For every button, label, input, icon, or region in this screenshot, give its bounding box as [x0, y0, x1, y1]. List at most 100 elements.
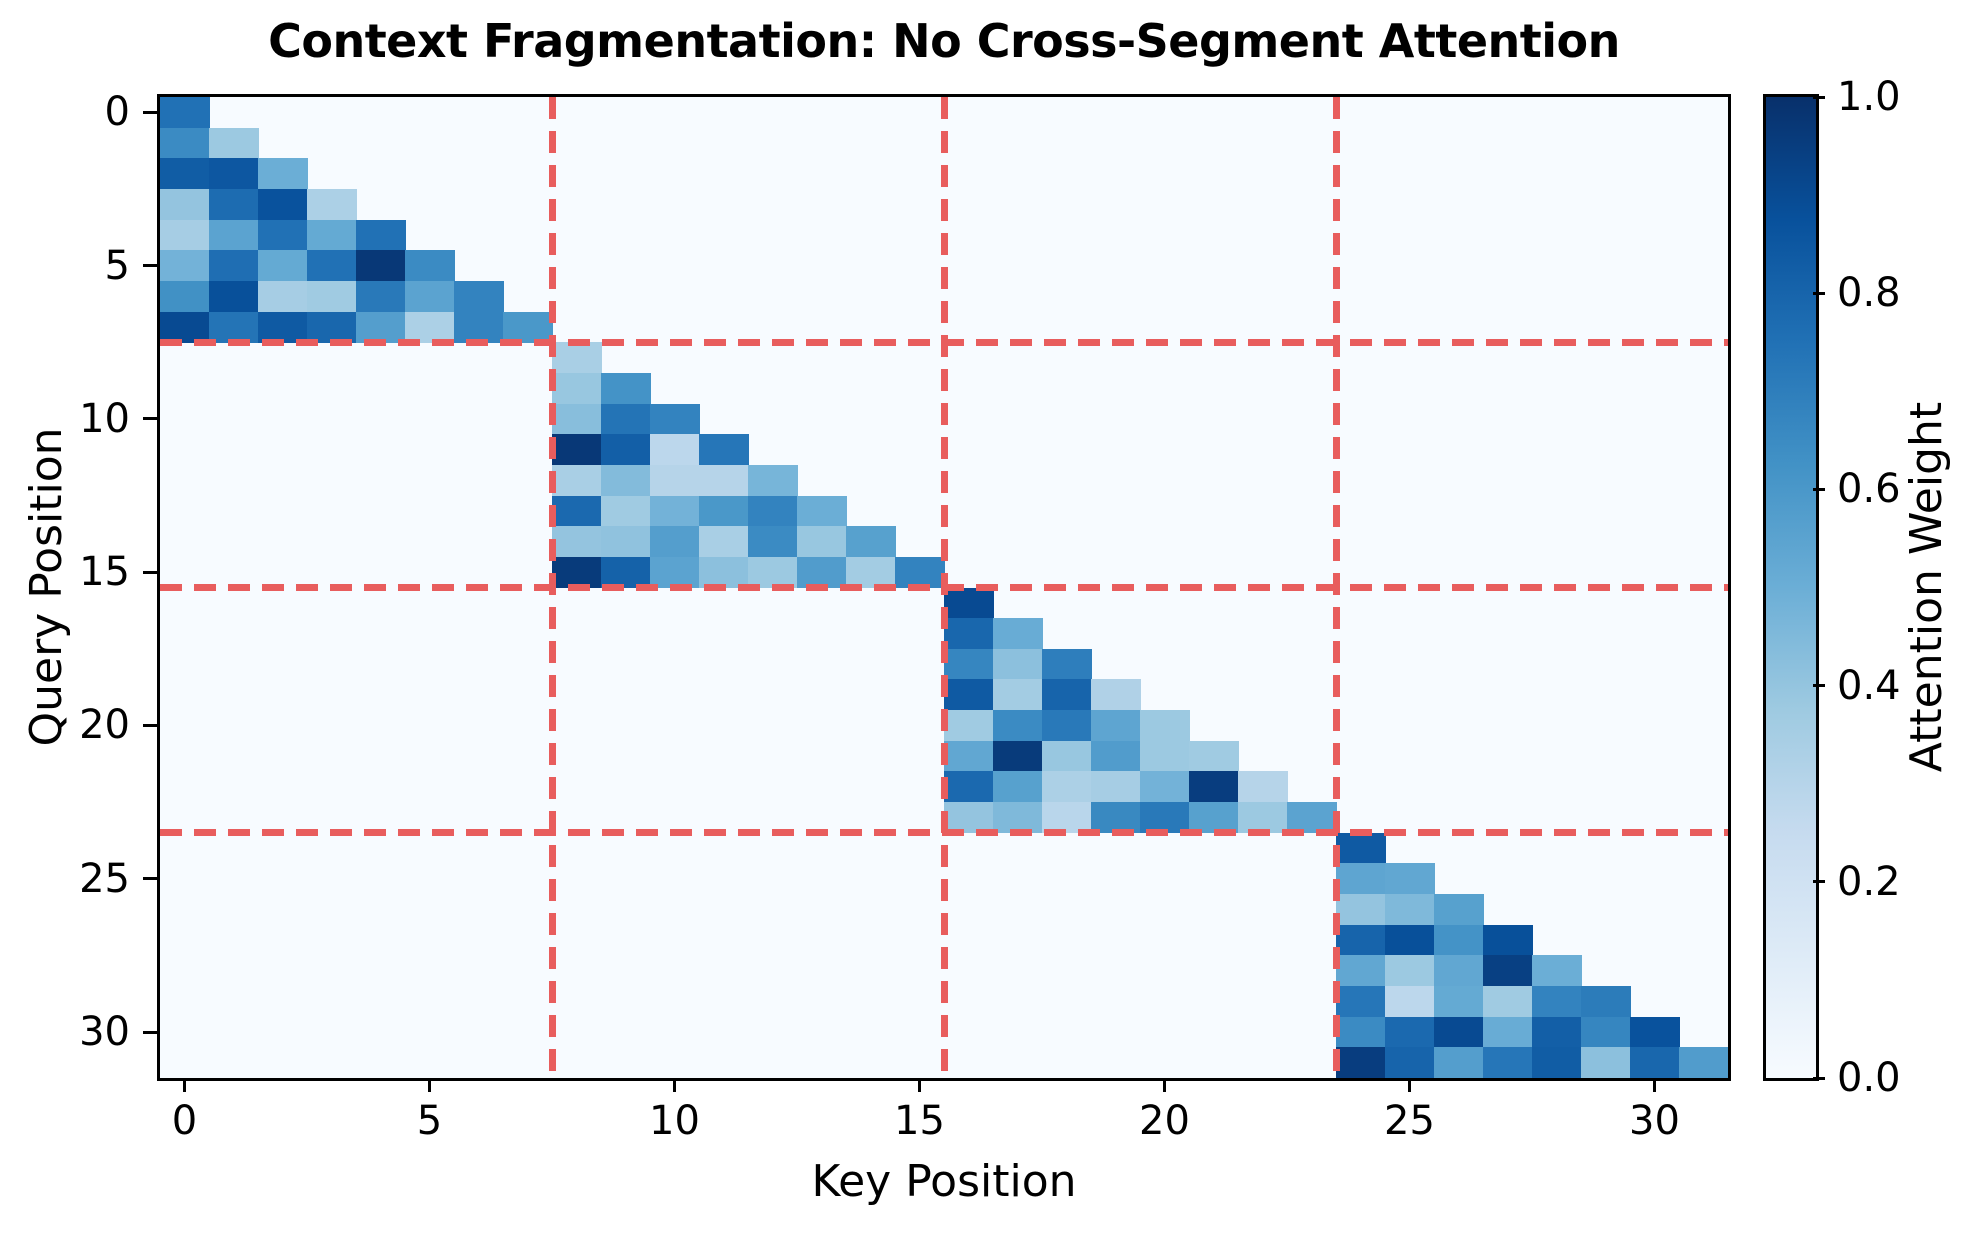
segment-boundary-vline [1332, 97, 1340, 1078]
heatmap-cell [650, 526, 700, 558]
heatmap-cell [552, 403, 602, 435]
heatmap-cell [993, 710, 1043, 742]
heatmap-cell [552, 342, 602, 374]
x-tick-label: 15 [894, 1098, 945, 1144]
heatmap-cell [699, 434, 749, 466]
heatmap-cell [1140, 771, 1190, 803]
heatmap-cell [699, 526, 749, 558]
x-tick-mark [1653, 1078, 1656, 1092]
heatmap-cell [258, 311, 308, 343]
heatmap-cell [944, 648, 994, 680]
heatmap-cell [1434, 1047, 1484, 1079]
heatmap-cell [307, 311, 357, 343]
heatmap-cell [160, 127, 210, 159]
heatmap-cell [160, 219, 210, 251]
heatmap-cell [307, 188, 357, 221]
x-tick-mark [673, 1078, 676, 1092]
heatmap-cell [1532, 986, 1582, 1018]
y-tick-label: 20 [79, 702, 130, 749]
heatmap-cell [160, 97, 210, 129]
heatmap-cell [699, 556, 749, 588]
heatmap-cell [1385, 986, 1435, 1018]
y-tick-label: 5 [104, 242, 130, 289]
heatmap-cell [258, 250, 308, 282]
y-tick-mark [143, 264, 157, 268]
heatmap-cell [601, 403, 651, 435]
heatmap-cell [1140, 802, 1190, 834]
heatmap-cell [748, 464, 798, 497]
heatmap-cell [160, 158, 210, 190]
y-axis-label: Query Position [21, 427, 72, 747]
heatmap-cell [307, 219, 357, 251]
heatmap-cell [993, 740, 1043, 772]
heatmap-cell [944, 710, 994, 742]
heatmap-cell [1091, 802, 1141, 834]
heatmap-cell [503, 311, 553, 343]
heatmap-cell [1140, 740, 1190, 772]
x-axis-label: Key Position [811, 1156, 1077, 1207]
y-tick-label: 15 [79, 549, 130, 596]
x-tick-label: 10 [649, 1098, 700, 1144]
heatmap-cell [1581, 986, 1631, 1018]
heatmap-cell [1630, 1016, 1680, 1048]
heatmap-cell [356, 219, 406, 251]
x-tick-mark [428, 1078, 431, 1092]
heatmap-cell [552, 556, 602, 588]
y-tick-mark [143, 877, 157, 881]
heatmap-cell [160, 311, 210, 343]
heatmap-cell [1679, 1047, 1729, 1079]
heatmap-cell [993, 618, 1043, 650]
heatmap-cell [944, 587, 994, 619]
heatmap-cell [944, 740, 994, 772]
heatmap-cell [1483, 1016, 1533, 1048]
colorbar-tick-mark [1813, 291, 1825, 295]
colorbar-tick-label: 0.4 [1837, 662, 1901, 709]
heatmap-cell [552, 495, 602, 527]
colorbar [1763, 94, 1819, 1081]
heatmap-cell [1434, 986, 1484, 1018]
heatmap-cell [1630, 1047, 1680, 1079]
heatmap-cell [601, 434, 651, 466]
heatmap-cell [1336, 863, 1386, 895]
heatmap-cell [1238, 771, 1288, 803]
heatmap-cell [258, 219, 308, 251]
heatmap-cell [601, 464, 651, 497]
heatmap-cell [993, 648, 1043, 680]
heatmap-cell [1336, 894, 1386, 926]
chart-title: Context Fragmentation: No Cross-Segment … [268, 14, 1620, 68]
heatmap-cell [748, 556, 798, 588]
heatmap-cell [454, 311, 504, 343]
heatmap-cell [1385, 863, 1435, 895]
heatmap-cell [1385, 894, 1435, 926]
heatmap-cell [1336, 1016, 1386, 1048]
heatmap-cell [601, 526, 651, 558]
heatmap-cell [454, 280, 504, 313]
heatmap-cell [307, 280, 357, 313]
heatmap-cell [895, 556, 945, 588]
heatmap-cell [1434, 924, 1484, 956]
heatmap-cell [552, 434, 602, 466]
colorbar-tick-mark [1813, 880, 1825, 884]
heatmap-cell [1091, 740, 1141, 772]
heatmap-cell [258, 280, 308, 313]
x-tick-mark [1408, 1078, 1411, 1092]
heatmap-cell [944, 771, 994, 803]
x-tick-mark [1163, 1078, 1166, 1092]
heatmap-cell [307, 250, 357, 282]
heatmap-cell [944, 679, 994, 711]
heatmap-cell [1434, 955, 1484, 987]
heatmap-cell [1581, 1016, 1631, 1048]
heatmap-cell [1336, 832, 1386, 864]
heatmap-cell [1189, 802, 1239, 834]
heatmap-cell [650, 556, 700, 588]
heatmap-cell [650, 464, 700, 497]
heatmap-cell [748, 495, 798, 527]
heatmap-cell [1091, 771, 1141, 803]
heatmap-cell [1532, 1047, 1582, 1079]
heatmap-cell [650, 434, 700, 466]
heatmap-cell [356, 311, 406, 343]
heatmap-cell [944, 618, 994, 650]
heatmap-cell [699, 495, 749, 527]
heatmap-cell [209, 188, 259, 221]
colorbar-tick-mark [1813, 1076, 1825, 1080]
